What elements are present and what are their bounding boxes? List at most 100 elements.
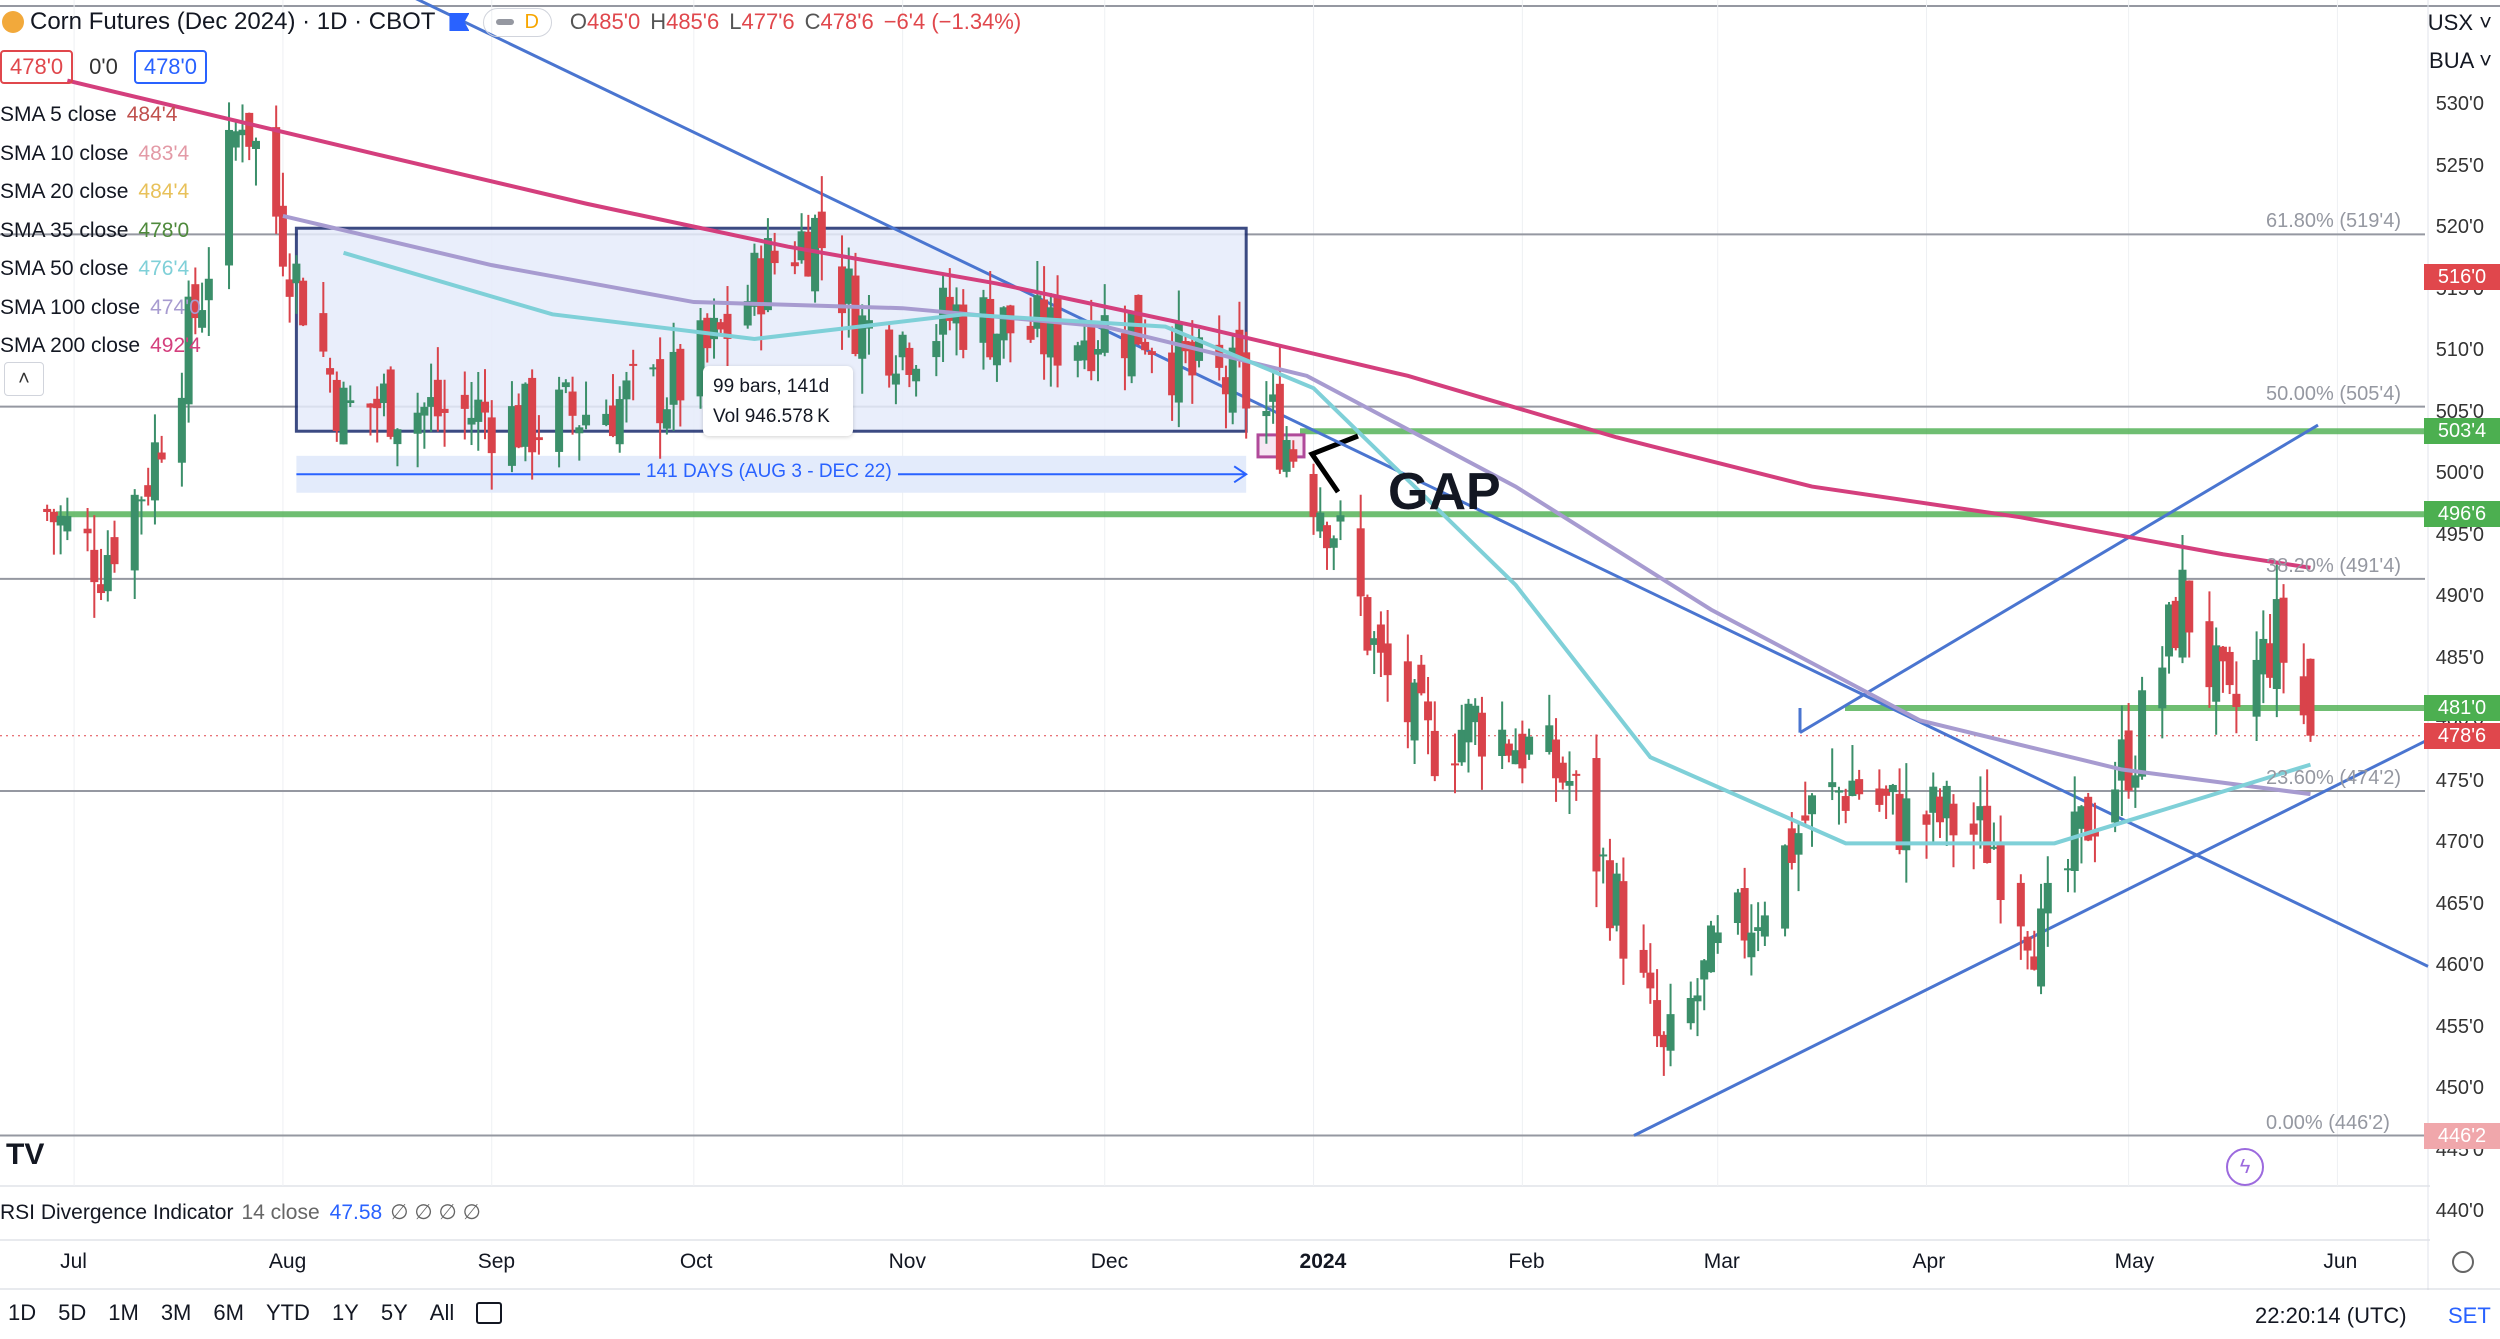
candle-body <box>272 127 281 217</box>
candle-body <box>460 394 469 409</box>
candle-body <box>2232 693 2241 707</box>
candle-body <box>905 347 914 375</box>
range-button[interactable]: 5Y <box>380 1300 408 1325</box>
sma-line <box>342 250 2312 846</box>
candle-body <box>130 494 139 571</box>
lightning-icon[interactable]: ϟ <box>2226 1148 2264 1186</box>
candle-body <box>299 280 308 326</box>
indicator-label: SMA 20 close <box>0 180 129 203</box>
indicator-value: 478'0 <box>138 218 190 242</box>
flag-icon[interactable] <box>449 13 470 31</box>
ohlc-value: 485'6 <box>666 9 720 34</box>
fib-level-label: 50.00% (505'4) <box>2266 382 2402 405</box>
candle-body <box>110 537 119 565</box>
candle-body <box>1471 705 1480 723</box>
ohlc-key: L <box>729 9 742 34</box>
candle-body <box>656 359 665 424</box>
clock[interactable]: 22:20:14 (UTC) <box>2255 1303 2407 1328</box>
indicator-row[interactable]: SMA 50 close 476'4 <box>0 250 201 289</box>
rsi-name[interactable]: RSI Divergence Indicator <box>0 1201 234 1224</box>
corn-symbol-icon[interactable] <box>2 11 24 33</box>
candle-body <box>2070 811 2079 871</box>
range-button[interactable]: 1Y <box>331 1300 359 1325</box>
candle-body <box>514 405 523 448</box>
candle-body <box>2016 882 2025 927</box>
currency-select[interactable]: USX ˅ <box>2427 10 2492 35</box>
indicator-row[interactable]: SMA 5 close 484'4 <box>0 96 201 135</box>
candle-body <box>1996 843 2005 901</box>
session-toggle[interactable]: SET <box>2448 1303 2491 1328</box>
candle-body <box>757 258 766 315</box>
range-days-label: 141 DAYS (AUG 3 - DEC 22) <box>640 461 898 483</box>
candle-body <box>1457 729 1466 763</box>
candle-body <box>1983 805 1992 863</box>
ask-price[interactable]: 478'0 <box>133 50 207 84</box>
sma-line <box>66 78 2311 570</box>
candle-body <box>144 485 153 497</box>
range-button[interactable]: 3M <box>160 1300 192 1325</box>
candle-body <box>1403 661 1412 723</box>
indicator-row[interactable]: SMA 35 close 478'0 <box>0 212 201 251</box>
candle-body <box>487 417 496 454</box>
candle-body <box>1942 785 1951 819</box>
candle-body <box>1363 597 1372 651</box>
indicator-label: SMA 100 close <box>0 295 141 319</box>
candle-body <box>2023 936 2032 951</box>
ohlc-key: C <box>804 9 821 34</box>
candle-body <box>2138 690 2147 777</box>
bid-price[interactable]: 478'0 <box>0 50 74 84</box>
range-button[interactable]: 1D <box>8 1300 37 1325</box>
candle-body <box>622 380 631 400</box>
candle-body <box>420 406 429 416</box>
range-button[interactable]: 6M <box>213 1300 244 1325</box>
candle-body <box>1188 341 1197 376</box>
candle-body <box>662 409 671 429</box>
tradingview-logo[interactable]: TV <box>6 1138 45 1171</box>
candle-body <box>103 555 112 592</box>
candle-body <box>763 238 772 311</box>
calendar-icon[interactable] <box>476 1302 503 1324</box>
range-button[interactable]: 1M <box>108 1300 139 1325</box>
candle-body <box>1686 997 1695 1024</box>
candle-body <box>555 389 564 452</box>
candle-body <box>575 427 584 434</box>
settings-gear-icon[interactable] <box>2452 1251 2474 1273</box>
candle-body <box>97 584 106 594</box>
range-button[interactable]: All <box>429 1300 455 1325</box>
symbol-title[interactable]: Corn Futures (Dec 2024) · 1D · CBOT <box>30 8 436 35</box>
ohlc-value: 485'0 <box>587 9 641 34</box>
collapse-legend-button[interactable]: ˄ <box>4 362 44 396</box>
trend-line <box>1633 737 2431 1137</box>
time-axis-label: Aug <box>268 1250 307 1273</box>
candle-body <box>2158 667 2167 709</box>
unit-select[interactable]: BUA ˅ <box>2429 48 2492 73</box>
range-button[interactable]: YTD <box>265 1300 310 1325</box>
candle-body <box>225 129 234 266</box>
price-axis-label: 510'0 <box>2435 339 2484 362</box>
indicator-row[interactable]: SMA 10 close 483'4 <box>0 135 201 174</box>
indicator-row[interactable]: SMA 20 close 484'4 <box>0 173 201 212</box>
candle-body <box>1875 788 1884 805</box>
candle-body <box>2266 643 2275 678</box>
indicator-row[interactable]: SMA 100 close 474'0 <box>0 289 201 328</box>
price-axis-label: 495'0 <box>2435 523 2484 546</box>
candle-body <box>1504 743 1513 756</box>
candle-body <box>1525 736 1534 755</box>
candle-body <box>191 284 200 319</box>
candle-body <box>1477 712 1486 757</box>
price-tag: 503'4 <box>2424 418 2500 445</box>
candle-body <box>1976 806 1985 821</box>
indicator-row[interactable]: SMA 200 close 492'4 <box>0 327 201 366</box>
candle-body <box>999 307 1008 341</box>
candle-body <box>2178 569 2187 658</box>
interval-pill[interactable]: D <box>483 7 552 37</box>
candle-body <box>561 382 570 388</box>
candle-body <box>204 278 213 301</box>
candle-body <box>1174 323 1183 403</box>
range-button[interactable]: 5D <box>58 1300 87 1325</box>
candle-body <box>1410 682 1419 741</box>
candle-body <box>1127 313 1136 377</box>
range-bar: 1D 5D 1M 3M 6M YTD 1Y 5Y All <box>0 1300 524 1326</box>
candle-body <box>1545 725 1554 753</box>
